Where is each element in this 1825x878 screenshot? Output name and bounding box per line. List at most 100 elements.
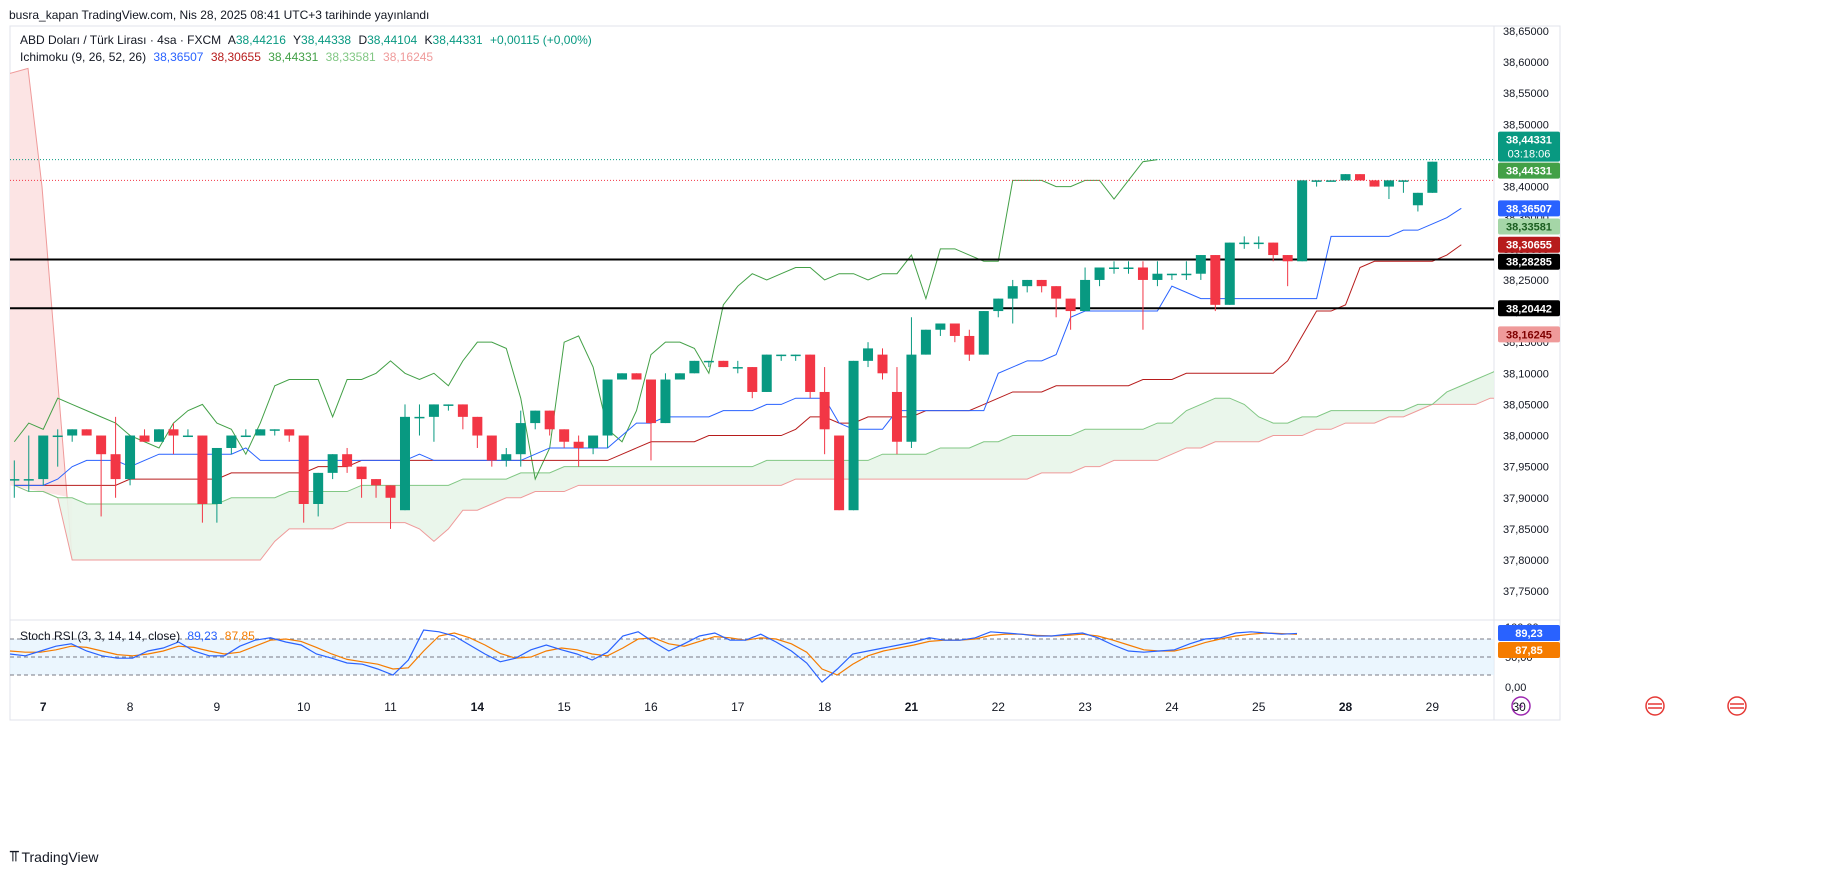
price-tick-label: 37,95000 [1503, 462, 1549, 474]
candle-body [1094, 267, 1105, 280]
price-label-box [1498, 200, 1560, 217]
candle-body [284, 429, 295, 436]
candle-body [819, 391, 830, 430]
ichimoku-chikou-value: 38,44331 [268, 50, 319, 64]
candle-body [110, 454, 121, 480]
candle-body [602, 379, 613, 436]
candle-body [805, 354, 816, 392]
candle-body [399, 416, 410, 511]
low-value: 38,44104 [367, 33, 418, 47]
candle-body [834, 435, 845, 511]
candle-body [52, 435, 63, 438]
candle-body [761, 354, 772, 392]
candle-body [125, 435, 136, 480]
candle-body [139, 435, 150, 442]
time-tick-label: 7 [40, 700, 47, 714]
symbol-legend: ABD Doları / Türk Lirası · 4sa · FXCM A3… [20, 33, 596, 47]
candle-body [226, 435, 237, 448]
time-tick-label: 22 [992, 700, 1006, 714]
price-label-text: 38,44331 [1506, 135, 1552, 147]
candle-body [10, 479, 20, 481]
time-tick-label: 24 [1165, 700, 1179, 714]
candle-body [617, 373, 628, 380]
candle-body [1268, 242, 1279, 256]
stoch-tick-label: 0,00 [1505, 682, 1526, 694]
time-tick-label: 23 [1078, 700, 1092, 714]
open-label: A [227, 33, 236, 47]
candle-body [182, 435, 193, 438]
chikou-line [13, 159, 1158, 481]
candle-body [1181, 273, 1192, 276]
price-tick-label: 37,85000 [1503, 524, 1549, 536]
candle-body [530, 410, 541, 424]
candle-body [776, 354, 787, 357]
change-value: +0,00115 (+0,00%) [489, 33, 592, 47]
time-tick-label: 11 [384, 700, 397, 714]
candle-body [472, 416, 483, 436]
candle-body [631, 373, 642, 380]
candle-body [689, 360, 700, 374]
publish-info: busra_kapan TradingView.com, Nis 28, 202… [9, 8, 430, 22]
candle-body [1412, 192, 1423, 206]
price-tick-label: 38,50000 [1503, 119, 1549, 131]
price-label-box [1498, 131, 1560, 162]
candle-body [1166, 273, 1177, 276]
candle-body [1036, 279, 1047, 287]
time-tick-label: 18 [818, 700, 832, 714]
tradingview-logo[interactable]: ⫪ TradingView [10, 848, 99, 865]
ichimoku-span-b-value: 38,16245 [383, 50, 434, 64]
price-label-text: 38,28285 [1506, 257, 1552, 269]
candle-body [81, 429, 92, 436]
price-label-text: 38,36507 [1506, 203, 1552, 215]
candle-body [240, 435, 251, 438]
senkou-a-line [14, 371, 1494, 505]
time-tick-label: 8 [127, 700, 134, 714]
time-tick-label: 29 [1426, 700, 1440, 714]
candle-body [443, 404, 454, 406]
price-tick-label: 37,90000 [1503, 493, 1549, 505]
ichimoku-tenkan-value: 38,36507 [153, 50, 204, 64]
price-tick-label: 38,55000 [1503, 88, 1549, 100]
candle-body [891, 391, 902, 442]
candle-body [515, 423, 526, 455]
stoch-legend: Stoch RSI (3, 3, 14, 14, close) 89,23 87… [20, 629, 259, 643]
candle-body [1355, 174, 1366, 181]
span-b-spike [10, 67, 73, 561]
price-label-box [1498, 300, 1560, 317]
price-tick-label: 38,40000 [1503, 182, 1549, 194]
candle-body [718, 360, 729, 368]
candle-body [949, 323, 960, 336]
countdown-label: 03:18:06 [1508, 149, 1551, 161]
candle-body [211, 447, 222, 504]
close-label: K [424, 33, 433, 47]
low-label: D [358, 33, 368, 47]
time-tick-label: 16 [644, 700, 658, 714]
candle-body [1152, 273, 1163, 280]
candle-body [197, 435, 208, 504]
candle-body [1311, 180, 1322, 182]
candle-body [1195, 255, 1206, 274]
price-tick-label: 38,25000 [1503, 275, 1549, 287]
candle-body [1427, 161, 1438, 193]
candle-body [935, 323, 946, 330]
candle-body [269, 429, 280, 431]
price-label-box [1498, 218, 1560, 235]
time-tick-label: 21 [905, 700, 919, 714]
close-value: 38,44331 [432, 33, 483, 47]
time-tick-label: 15 [557, 700, 571, 714]
main-pane [10, 67, 1494, 561]
ichimoku-span-a-value: 38,33581 [325, 50, 376, 64]
candle-body [154, 429, 164, 442]
stoch-k-value: 89,23 [187, 629, 218, 643]
stoch-d-label: 87,85 [1515, 645, 1543, 657]
time-tick-label: 17 [731, 700, 745, 714]
time-axis: 7 8 9 10 11 14 15 16 17 18 21 22 23 24 25 28 29 30 [40, 700, 1526, 714]
candle-body [573, 441, 584, 448]
price-label-text: 38,16245 [1506, 329, 1552, 341]
time-tick-label: 10 [297, 700, 311, 714]
us-flag-event-icon [1645, 696, 1665, 716]
candle-body [327, 454, 338, 473]
high-value: 38,44338 [301, 33, 352, 47]
candle-body [790, 354, 801, 357]
